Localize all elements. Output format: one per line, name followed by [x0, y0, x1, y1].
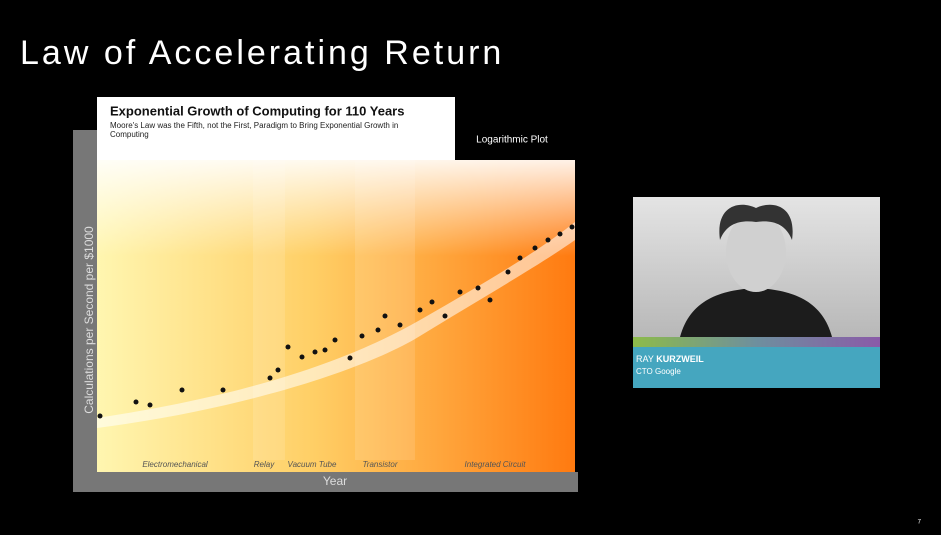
speaker-card: RAY KURZWEIL CTO Google	[633, 197, 880, 388]
plot-fade	[97, 160, 575, 320]
era-band	[355, 160, 415, 460]
person-role: CTO Google	[636, 367, 681, 376]
figure: Exponential Growth of Computing for 110 …	[73, 97, 578, 492]
portrait-face	[726, 212, 786, 292]
figure-subtitle: Moore's Law was the Fifth, not the First…	[110, 121, 410, 139]
figure-title: Exponential Growth of Computing for 110 …	[110, 103, 404, 118]
era-label: Vacuum Tube	[288, 460, 337, 469]
last-name: KURZWEIL	[656, 354, 704, 364]
era-label: Transistor	[363, 460, 398, 469]
era-band	[253, 160, 285, 460]
era-label: Integrated Circuit	[465, 460, 527, 469]
person-name: RAY KURZWEIL	[636, 354, 704, 364]
first-name: RAY	[636, 354, 654, 364]
era-label: Electromechanical	[142, 460, 208, 469]
color-strip	[633, 337, 880, 347]
plot-note: Logarithmic Plot	[476, 135, 548, 146]
slide-canvas: Law of Accelerating Return Exponential G…	[0, 0, 941, 535]
y-axis-label: Calculations per Second per $1000	[82, 226, 96, 414]
page-number: 7	[918, 520, 922, 526]
era-label: Relay	[254, 460, 275, 469]
slide: Law of Accelerating Return Exponential G…	[0, 0, 941, 535]
era-labels: Electromechanical Relay Vacuum Tube Tran…	[142, 460, 526, 469]
slide-title: Law of Accelerating Return	[20, 34, 504, 72]
x-axis-label: Year	[323, 474, 347, 488]
figure-subtitle-box: Moore's Law was the Fifth, not the First…	[110, 121, 410, 151]
